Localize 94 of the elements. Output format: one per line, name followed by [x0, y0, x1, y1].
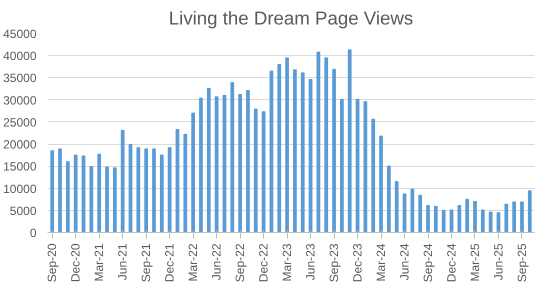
bar — [480, 209, 485, 232]
bar — [285, 57, 289, 232]
bar — [324, 57, 328, 232]
bar — [66, 161, 70, 232]
bar — [97, 154, 102, 232]
x-tick-label: Dec-21 — [162, 243, 177, 282]
x-tick-label: Mar-22 — [186, 243, 200, 282]
bar — [418, 194, 422, 232]
y-tick-label: 15000 — [3, 160, 37, 174]
bar — [128, 144, 132, 232]
x-tick-label: Sep-21 — [139, 243, 154, 282]
bar — [254, 108, 258, 232]
x-tick-label: Dec-24 — [444, 243, 459, 282]
bar — [504, 204, 508, 232]
y-tick-label: 25000 — [3, 115, 37, 130]
bar — [426, 205, 430, 232]
bar — [152, 148, 156, 232]
bar — [300, 72, 305, 232]
y-tick-label: 35000 — [3, 71, 37, 86]
x-tick-label: Sep-22 — [233, 243, 248, 282]
y-tick-label: 20000 — [3, 138, 37, 152]
x-tick-label: Jun-24 — [398, 243, 412, 280]
bar — [105, 166, 109, 232]
bar — [340, 98, 344, 232]
bar — [308, 78, 312, 232]
y-tick-label: 45000 — [3, 27, 37, 41]
bar — [183, 134, 188, 232]
bar — [332, 68, 336, 232]
chart-title: Living the Dream Page Views — [168, 8, 414, 28]
y-tick-label: 0 — [30, 226, 37, 240]
x-tick-label: Sep-20 — [45, 243, 60, 282]
x-tick-label: Dec-22 — [256, 243, 271, 282]
bar — [394, 181, 399, 232]
bar — [496, 212, 500, 232]
bar — [402, 194, 406, 232]
x-tick-label: Sep-23 — [327, 243, 342, 282]
bar — [262, 111, 266, 232]
bar — [214, 96, 218, 232]
y-tick-label: 5000 — [10, 204, 37, 218]
bar — [450, 209, 454, 232]
bar — [442, 210, 446, 232]
bar — [293, 69, 297, 232]
x-tick-label: Sep-25 — [514, 243, 529, 282]
x-tick-label: Jun-21 — [116, 243, 130, 280]
x-tick-label: Mar-23 — [280, 243, 294, 282]
bar — [191, 112, 195, 232]
bar — [199, 98, 203, 232]
bar — [144, 148, 148, 232]
bar — [112, 167, 117, 232]
bar — [120, 130, 125, 232]
bar — [277, 64, 282, 232]
bar — [528, 190, 532, 232]
bar — [512, 201, 516, 232]
bar — [316, 52, 320, 232]
bar — [387, 166, 391, 232]
x-tick-label: Jun-23 — [304, 243, 318, 280]
bar — [246, 90, 250, 232]
bar — [176, 128, 180, 232]
bar — [58, 148, 62, 232]
bar — [222, 94, 226, 232]
x-tick-label: Dec-23 — [350, 243, 365, 282]
bar — [457, 205, 462, 232]
bar — [168, 147, 172, 232]
bar — [238, 94, 242, 232]
y-tick-label: 30000 — [3, 93, 37, 108]
bar — [356, 98, 360, 232]
bar — [136, 147, 140, 232]
x-tick-label: Jun-22 — [210, 243, 224, 280]
bar — [89, 166, 94, 232]
bar — [348, 49, 352, 232]
x-tick-label: Jun-25 — [491, 243, 506, 280]
y-tick-label: 40000 — [3, 49, 37, 64]
x-tick-label: Sep-24 — [421, 243, 436, 282]
bar — [270, 70, 274, 232]
bar — [206, 88, 211, 232]
x-tick-label: Mar-21 — [92, 243, 106, 282]
bar — [379, 136, 383, 232]
bar — [488, 212, 493, 232]
bar — [364, 101, 368, 232]
bar — [371, 118, 376, 232]
bar — [410, 188, 414, 232]
bar — [473, 201, 477, 232]
bar — [520, 201, 524, 232]
bar — [82, 155, 86, 232]
bar — [160, 154, 164, 232]
bar — [74, 154, 78, 232]
bar — [50, 150, 54, 232]
bar — [230, 82, 234, 232]
x-tick-label: Dec-20 — [68, 243, 83, 282]
x-tick-label: Mar-24 — [374, 243, 388, 282]
bar — [465, 198, 470, 232]
bar — [434, 206, 438, 232]
x-tick-label: Mar-25 — [468, 243, 482, 282]
y-tick-label: 10000 — [3, 182, 37, 196]
